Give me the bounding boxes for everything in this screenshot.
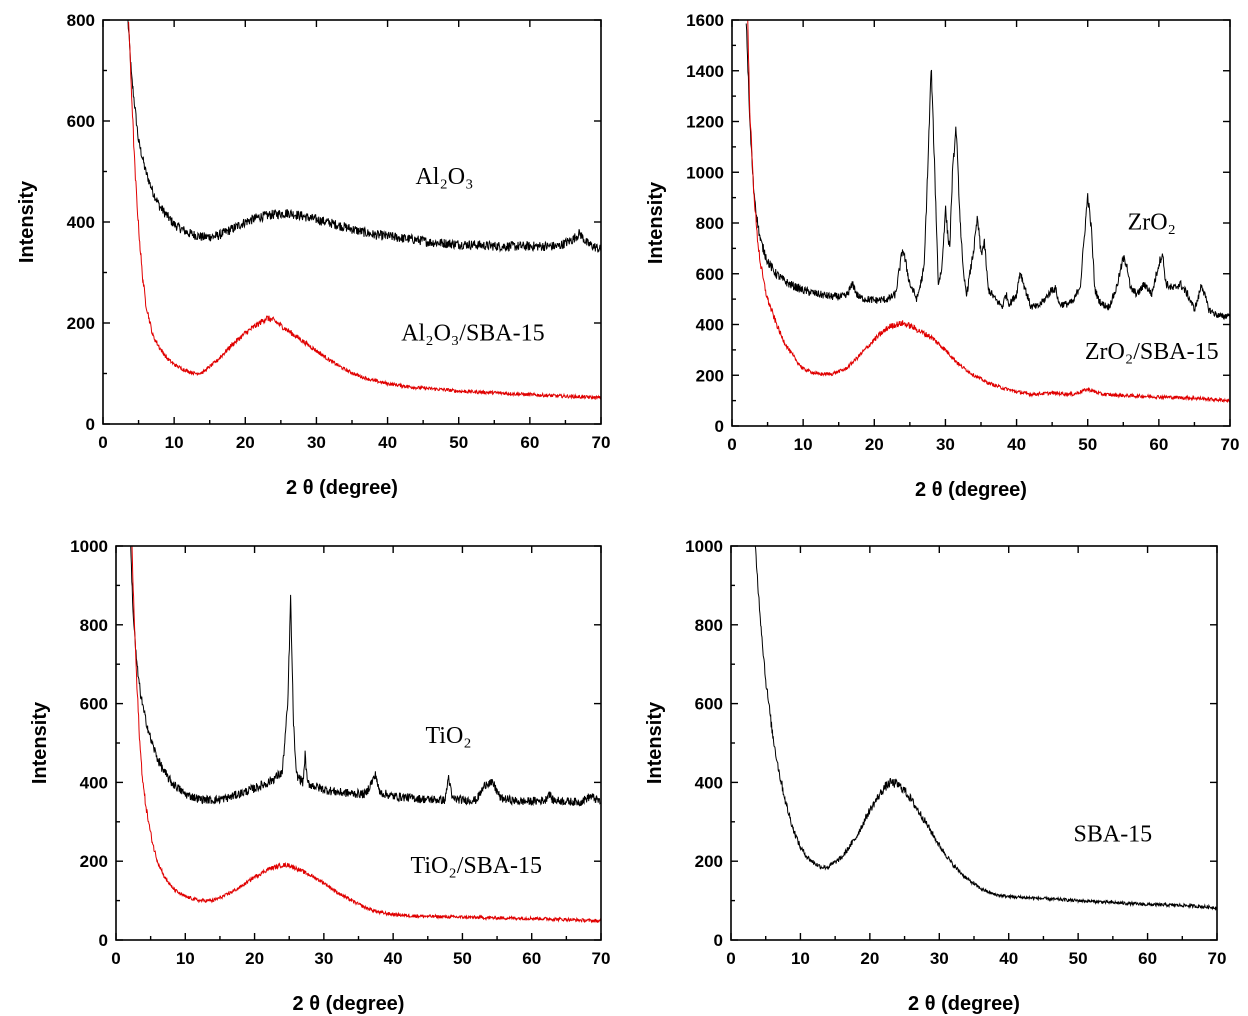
x-tick-label: 20 (236, 433, 255, 452)
y-axis-title: Intensity (16, 180, 38, 263)
x-axis-title: 2 θ (degree) (908, 993, 1020, 1015)
x-tick-label: 70 (592, 949, 611, 968)
series-line-0 (754, 546, 1217, 912)
panel-tio2: 0 10 20 30 40 50 60 70 0 200 400 600 800 1000 2 θ (deg… (29, 537, 610, 1015)
panel-sba15: 0 10 20 30 40 50 60 70 0 200 400 600 800 1000 2 θ (deg… (644, 537, 1226, 1015)
y-tick-label: 600 (67, 112, 95, 131)
x-tick-label: 70 (1221, 435, 1240, 454)
x-axis-title: 2 θ (degree) (286, 477, 398, 499)
plot-frame (730, 545, 1218, 941)
y-tick-label: 600 (696, 265, 724, 284)
y-tick-label: 1600 (686, 11, 724, 30)
x-tick-label: 50 (1078, 435, 1097, 454)
curve-label-1: Al₂O₃/SBA-15 (401, 321, 544, 347)
y-axis-title: Intensity (644, 701, 666, 784)
y-tick-label: 0 (86, 415, 95, 434)
x-tick-label: 30 (936, 435, 955, 454)
x-tick-label: 60 (1138, 949, 1157, 968)
y-tick-label: 0 (715, 417, 724, 436)
y-tick-label: 400 (695, 773, 723, 792)
x-tick-label: 50 (1069, 949, 1088, 968)
x-tick-label: 30 (307, 433, 326, 452)
y-tick-label: 200 (80, 852, 108, 871)
x-tick-label: 40 (384, 949, 403, 968)
x-axis-title: 2 θ (degree) (915, 479, 1027, 501)
x-tick-label: 10 (165, 433, 184, 452)
x-tick-label: 40 (999, 949, 1018, 968)
x-axis-title: 2 θ (degree) (293, 993, 405, 1015)
x-tick-label: 0 (726, 949, 735, 968)
y-tick-label: 800 (695, 616, 723, 635)
x-tick-label: 0 (111, 949, 120, 968)
y-tick-label: 200 (696, 366, 724, 385)
x-tick-label: 30 (314, 949, 333, 968)
series-line-0 (745, 23, 1230, 321)
x-tick-label: 0 (727, 435, 736, 454)
series-line-1 (128, 21, 601, 401)
x-tick-label: 20 (865, 435, 884, 454)
curve-label-0: SBA-15 (1074, 822, 1153, 848)
x-tick-label: 20 (245, 949, 264, 968)
y-tick-label: 600 (695, 695, 723, 714)
y-tick-label: 400 (80, 773, 108, 792)
y-tick-label: 1000 (70, 537, 108, 556)
y-axis-title: Intensity (645, 181, 667, 264)
x-tick-label: 0 (98, 433, 107, 452)
y-tick-label: 200 (67, 314, 95, 333)
x-tick-label: 40 (1007, 435, 1026, 454)
curve-label-0: TiO₂ (425, 723, 471, 749)
x-tick-label: 40 (378, 433, 397, 452)
y-tick-label: 1400 (686, 62, 724, 81)
series-line-1 (747, 20, 1230, 404)
y-tick-label: 800 (696, 214, 724, 233)
x-tick-label: 10 (794, 435, 813, 454)
y-tick-label: 800 (67, 11, 95, 30)
curve-label-0: ZrO₂ (1128, 209, 1176, 235)
y-tick-label: 400 (67, 213, 95, 232)
series-line-0 (127, 20, 601, 253)
y-tick-label: 1000 (685, 537, 723, 556)
x-tick-label: 50 (453, 949, 472, 968)
x-tick-label: 70 (1208, 949, 1227, 968)
y-tick-label: 600 (80, 695, 108, 714)
x-tick-label: 60 (1149, 435, 1168, 454)
series-line-0 (130, 546, 601, 807)
curve-label-1: ZrO₂/SBA-15 (1085, 339, 1219, 365)
panel-al2o3: 0 10 20 30 40 50 60 70 0 200 400 600 800 2 θ (degree)… (16, 11, 610, 499)
y-tick-label: 1200 (686, 113, 724, 132)
y-tick-label: 0 (714, 931, 723, 950)
y-tick-label: 1000 (686, 163, 724, 182)
x-tick-label: 60 (520, 433, 539, 452)
x-tick-label: 10 (176, 949, 195, 968)
plot-frame (115, 545, 602, 941)
plot-frame (102, 19, 602, 425)
x-tick-label: 60 (522, 949, 541, 968)
x-tick-label: 20 (860, 949, 879, 968)
y-tick-label: 200 (695, 852, 723, 871)
series-line-1 (131, 546, 601, 924)
curve-label-1: TiO₂/SBA-15 (411, 853, 543, 879)
x-tick-label: 50 (449, 433, 468, 452)
x-tick-label: 10 (791, 949, 810, 968)
y-tick-label: 800 (80, 616, 108, 635)
curve-label-0: Al₂O₃ (415, 164, 473, 190)
x-tick-label: 70 (592, 433, 611, 452)
x-tick-label: 30 (930, 949, 949, 968)
y-tick-label: 0 (99, 931, 108, 950)
y-tick-label: 400 (696, 316, 724, 335)
panel-zro2: 0 10 20 30 40 50 60 70 0 200 400 600 800 1000 1200 1400… (645, 11, 1239, 501)
y-axis-title: Intensity (29, 701, 51, 784)
